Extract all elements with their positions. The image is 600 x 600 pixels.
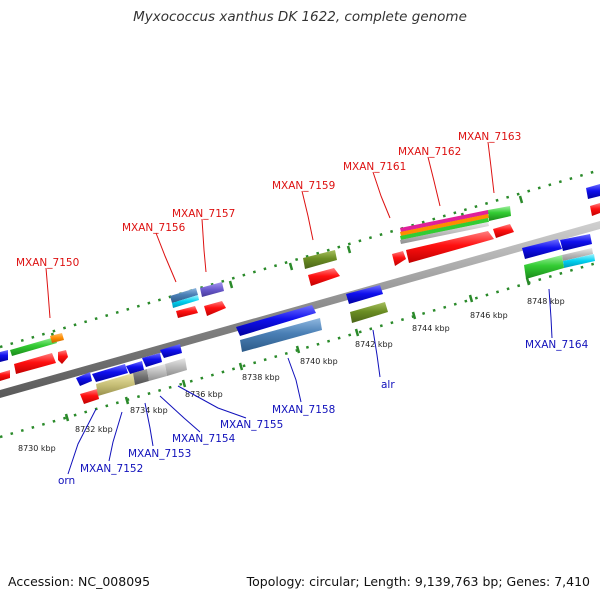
gene-arrow[interactable]: [172, 295, 199, 308]
gene-label[interactable]: MXAN_7157: [172, 208, 235, 220]
gene-arrow[interactable]: [160, 344, 182, 358]
kbp-label: 8738 kbp: [242, 373, 280, 382]
kbp-label: 8746 kbp: [470, 311, 508, 320]
gene-arrow[interactable]: [204, 301, 226, 316]
forward-genes[interactable]: [0, 184, 600, 381]
gene-arrow[interactable]: [563, 254, 595, 268]
kbp-label: 8742 kbp: [355, 340, 393, 349]
gene-arrow[interactable]: [240, 318, 322, 352]
gene-arrow[interactable]: [96, 373, 135, 396]
genome-stats-text: Topology: circular; Length: 9,139,763 bp…: [246, 574, 590, 589]
gene-arrow[interactable]: [165, 358, 187, 376]
gene-arrow[interactable]: [406, 231, 494, 263]
gene-arrow[interactable]: [303, 250, 337, 269]
gene-arrow[interactable]: [400, 218, 489, 240]
gene-arrow[interactable]: [560, 234, 592, 251]
gene-arrow[interactable]: [133, 369, 149, 385]
reverse-gene-labels: orn MXAN_7152 MXAN_7153 MXAN_7154 MXAN_7…: [58, 339, 589, 487]
gene-arrow[interactable]: [14, 353, 56, 374]
gene-arrow[interactable]: [170, 288, 198, 303]
gene-arrow[interactable]: [176, 306, 198, 318]
gene-arrow[interactable]: [488, 206, 511, 221]
gene-arrow[interactable]: [92, 364, 128, 382]
gene-arrow[interactable]: [142, 353, 162, 367]
gene-arrow[interactable]: [524, 255, 564, 279]
gene-arrow[interactable]: [80, 389, 99, 404]
forward-leader-lines: [45, 141, 495, 319]
gene-label[interactable]: MXAN_7162: [398, 146, 461, 158]
gene-arrow[interactable]: [400, 222, 489, 244]
gene-arrow[interactable]: [308, 268, 340, 286]
accession-text: Accession: NC_008095: [8, 574, 151, 589]
kbp-label: 8748 kbp: [527, 297, 565, 306]
gene-label[interactable]: MXAN_7152: [80, 463, 143, 475]
gene-label[interactable]: MXAN_7153: [128, 448, 191, 460]
gene-arrow[interactable]: [590, 203, 600, 216]
gene-label[interactable]: MXAN_7150: [16, 257, 79, 269]
gene-label[interactable]: MXAN_7155: [220, 419, 283, 431]
gene-label[interactable]: alr: [381, 379, 395, 391]
gene-label[interactable]: MXAN_7156: [122, 222, 186, 234]
gene-arrow[interactable]: [522, 239, 562, 259]
gene-arrow[interactable]: [400, 214, 489, 236]
gene-arrow[interactable]: [147, 364, 167, 381]
tick-row-outer: [0, 168, 600, 349]
gene-arrow[interactable]: [346, 285, 383, 304]
reverse-genes[interactable]: [76, 234, 595, 404]
gene-arrow[interactable]: [392, 251, 406, 266]
kbp-label: 8730 kbp: [18, 444, 56, 453]
gene-arrow[interactable]: [126, 361, 144, 374]
gene-label[interactable]: orn: [58, 475, 75, 487]
kbp-label: 8732 kbp: [75, 425, 113, 434]
gene-arrow[interactable]: [400, 210, 489, 232]
gene-label[interactable]: MXAN_7159: [272, 180, 335, 192]
gene-arrow[interactable]: [10, 337, 57, 356]
gene-label[interactable]: MXAN_7164: [525, 339, 589, 351]
map-title: Myxococcus xanthus DK 1622, complete gen…: [133, 9, 467, 25]
gene-arrow[interactable]: [586, 184, 600, 199]
gene-arrow[interactable]: [200, 282, 224, 297]
forward-gene-labels: MXAN_7150 MXAN_7156 MXAN_7157 MXAN_7159 …: [16, 131, 521, 269]
gene-arrow[interactable]: [562, 248, 593, 261]
gene-arrow[interactable]: [493, 224, 514, 238]
gene-arrow[interactable]: [58, 350, 68, 364]
gene-arrow[interactable]: [76, 372, 92, 386]
gene-arrow[interactable]: [236, 305, 316, 336]
gene-arrow[interactable]: [0, 370, 10, 381]
gene-label[interactable]: MXAN_7154: [172, 433, 236, 445]
gene-label[interactable]: MXAN_7161: [343, 161, 406, 173]
kbp-label: 8734 kbp: [130, 406, 168, 415]
kbp-label: 8740 kbp: [300, 357, 338, 366]
kbp-labels: 8730 kbp 8732 kbp 8734 kbp 8736 kbp 8738…: [18, 297, 565, 453]
gene-arrow[interactable]: [0, 350, 8, 362]
kbp-label: 8736 kbp: [185, 390, 223, 399]
gene-arrow[interactable]: [350, 302, 388, 323]
gene-label[interactable]: MXAN_7158: [272, 404, 335, 416]
kbp-label: 8744 kbp: [412, 324, 450, 333]
reverse-leader-lines: [67, 288, 553, 475]
gene-label[interactable]: MXAN_7163: [458, 131, 521, 143]
gene-arrow[interactable]: [50, 333, 64, 343]
